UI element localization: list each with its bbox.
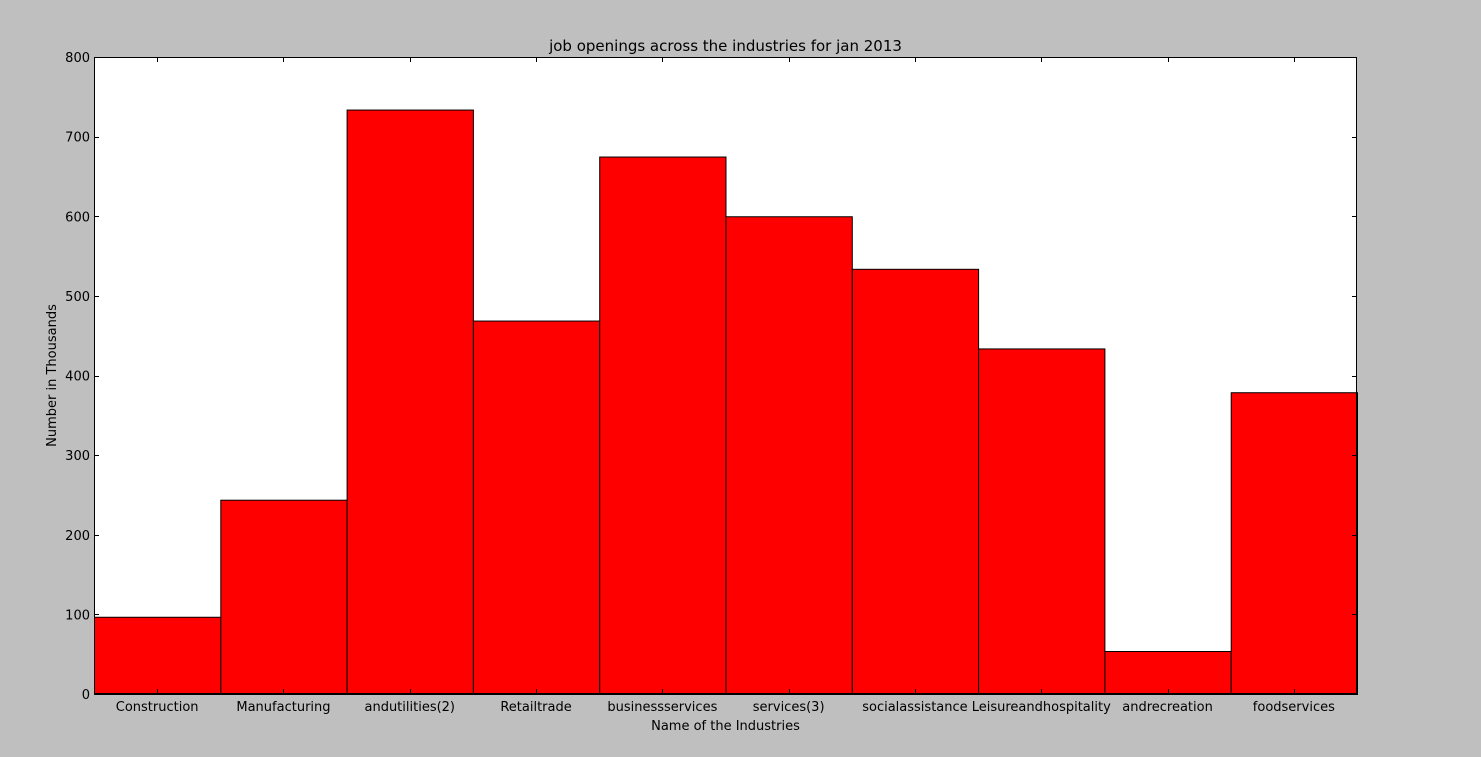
bar-3	[472, 320, 601, 695]
y-axis-title: Number in Thousands	[45, 304, 60, 447]
bar-6	[851, 268, 980, 695]
y-tick-label-2: 200	[65, 529, 90, 544]
x-axis-title: Name of the Industries	[651, 719, 800, 734]
y-tick-label-7: 700	[65, 131, 90, 146]
bar-7	[978, 348, 1106, 695]
x-tick-label-3: Retailtrade	[500, 700, 571, 715]
bar-8	[1104, 651, 1232, 696]
y-tick-label-1: 100	[65, 608, 90, 623]
y-tick-labels: 0 100 200 300 400 500 600 700 800	[65, 51, 90, 703]
x-tick-label-1: Manufacturing	[236, 700, 330, 715]
bar-5	[725, 216, 853, 695]
x-tick-label-4: businessservices	[607, 700, 717, 715]
x-tick-label-7: Leisureandhospitality	[972, 700, 1111, 715]
y-tick-label-3: 300	[65, 449, 90, 464]
y-tick-label-4: 400	[65, 370, 90, 385]
bar-4	[599, 156, 727, 695]
bar-0	[94, 616, 222, 695]
x-tick-label-2: andutilities(2)	[364, 700, 455, 715]
x-tick-label-0: Construction	[116, 700, 199, 715]
ticks-group	[94, 57, 1357, 695]
y-tick-label-5: 500	[65, 290, 90, 305]
bar-1	[220, 499, 348, 695]
x-tick-label-8: andrecreation	[1122, 700, 1213, 715]
bar-2	[346, 109, 474, 696]
x-tick-label-6: socialassistance	[862, 700, 967, 715]
y-tick-label-0: 0	[82, 688, 90, 703]
y-tick-label-6: 600	[65, 210, 90, 225]
y-tick-label-8: 800	[65, 51, 90, 66]
x-tick-labels: Construction Manufacturing andutilities(2)…	[116, 700, 1335, 715]
x-tick-label-5: services(3)	[753, 700, 825, 715]
plot-frame	[94, 57, 1357, 694]
x-tick-label-9: foodservices	[1253, 700, 1335, 715]
bar-9	[1230, 392, 1358, 695]
bars-group	[94, 109, 1358, 696]
chart-title: job openings across the industries for j…	[548, 37, 902, 55]
